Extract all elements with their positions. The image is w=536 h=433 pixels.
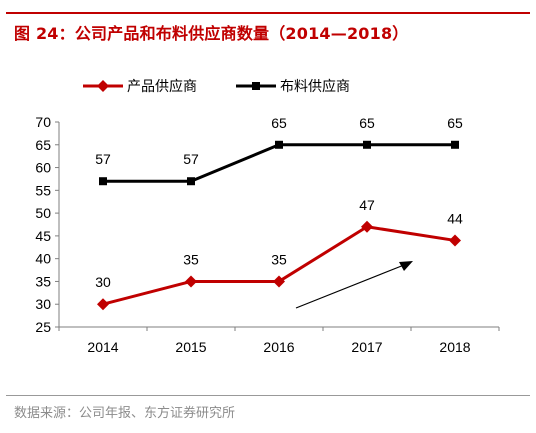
- data-label: 30: [95, 274, 111, 290]
- data-point-square: [363, 140, 371, 149]
- bottom-rule: [6, 395, 530, 396]
- data-label: 65: [359, 115, 375, 131]
- y-tick-label: 60: [35, 160, 51, 176]
- data-point-square: [99, 177, 107, 186]
- x-tick-label: 2018: [439, 339, 470, 355]
- trend-arrow-head: [399, 261, 413, 271]
- data-point-square: [187, 177, 195, 186]
- data-point-diamond: [361, 220, 373, 233]
- data-point-square: [451, 140, 459, 149]
- legend-label: 布料供应商: [280, 78, 350, 95]
- legend-label: 产品供应商: [127, 78, 197, 95]
- data-point-square: [275, 140, 283, 149]
- data-label: 65: [271, 115, 287, 131]
- y-tick-label: 30: [35, 296, 51, 312]
- legend-marker-diamond: [97, 80, 109, 92]
- legend-marker-square: [252, 82, 260, 90]
- y-tick-label: 65: [35, 137, 51, 153]
- x-tick-label: 2016: [263, 339, 294, 355]
- data-label: 57: [95, 151, 111, 167]
- data-label: 44: [447, 210, 463, 226]
- y-tick-label: 55: [35, 182, 51, 198]
- data-label: 47: [359, 197, 375, 213]
- figure-title: 图 24：公司产品和布料供应商数量（2014—2018）: [14, 24, 409, 43]
- x-tick-label: 2014: [87, 339, 118, 355]
- x-tick-label: 2017: [351, 339, 382, 355]
- y-tick-label: 70: [35, 114, 51, 130]
- data-label: 65: [447, 115, 463, 131]
- y-tick-label: 25: [35, 319, 51, 335]
- x-tick-label: 2015: [175, 339, 206, 355]
- data-point-diamond: [449, 234, 461, 247]
- data-point-diamond: [185, 275, 197, 288]
- data-point-diamond: [97, 298, 109, 311]
- y-tick-label: 50: [35, 205, 51, 221]
- source-note: 数据来源：公司年报、东方证券研究所: [14, 406, 236, 421]
- data-label: 35: [271, 251, 287, 267]
- trend-arrow-line: [295, 264, 405, 309]
- top-rule: [6, 12, 530, 14]
- y-tick-label: 45: [35, 228, 51, 244]
- data-label: 57: [183, 151, 199, 167]
- y-tick-label: 35: [35, 273, 51, 289]
- data-point-diamond: [273, 275, 285, 288]
- y-tick-label: 40: [35, 251, 51, 267]
- data-label: 35: [183, 251, 199, 267]
- series-line-2: [103, 143, 455, 183]
